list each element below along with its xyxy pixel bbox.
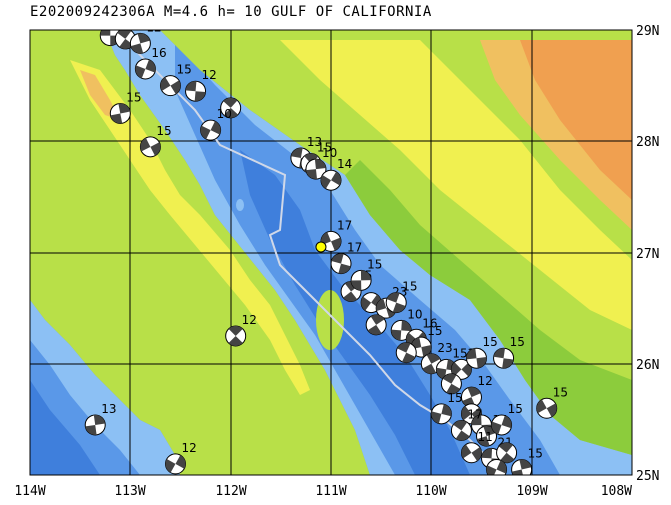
- beachball-icon: [511, 458, 533, 475]
- baja-highland: [80, 70, 120, 120]
- event-depth-label: 15: [528, 446, 543, 460]
- mexico-lowland: [345, 160, 632, 455]
- event-depth-label: 15: [447, 391, 462, 405]
- island-tiburon: [316, 290, 344, 350]
- beachball-icon: [320, 169, 342, 191]
- beachball-icon: [225, 325, 247, 347]
- event-depth-label: 15: [482, 335, 497, 349]
- map-frame: [29, 29, 633, 476]
- beachball-icon: [164, 453, 186, 475]
- beachball-icon: [385, 292, 407, 314]
- beachball-icon: [496, 442, 518, 464]
- event-depth-label: 23: [437, 341, 452, 355]
- lat-label: 29N: [636, 24, 659, 39]
- beachball-icon: [365, 314, 387, 336]
- beachball-icon: [220, 97, 242, 119]
- event-depth-label: 13: [307, 135, 322, 149]
- event-depth-label: 15: [156, 124, 171, 138]
- beachball-icon: [84, 414, 106, 436]
- epicenter-marker: [315, 241, 327, 253]
- event-depth-label: 16: [422, 316, 437, 330]
- event-depth-label: 10: [322, 146, 337, 160]
- events-layer: 1516121615121510151315101417171515231510…: [84, 13, 568, 475]
- event-depth-label: 15: [116, 13, 131, 27]
- event-depth-label: 15: [402, 280, 417, 294]
- lon-label: 110W: [415, 484, 446, 499]
- beachball-icon: [493, 347, 515, 369]
- event-depth-label: 12: [146, 20, 161, 34]
- beachball-icon: [536, 397, 558, 419]
- event-depth-label: 15: [427, 324, 442, 338]
- event-depth-label: 17: [337, 218, 352, 232]
- lat-label: 27N: [636, 247, 659, 262]
- event-depth-label: 12: [202, 68, 217, 82]
- event-depth-label: 12: [242, 313, 257, 327]
- beachball-icon: [129, 32, 151, 54]
- lon-label: 108W: [601, 484, 632, 499]
- beachball-icon: [330, 253, 352, 275]
- event-depth-label: 15: [176, 63, 191, 77]
- lon-label: 109W: [516, 484, 547, 499]
- event-depth-label: 15: [126, 90, 141, 104]
- beachball-icon: [134, 58, 156, 80]
- beachball-icon: [350, 269, 372, 291]
- event-depth-label: 15: [553, 385, 568, 399]
- event-depth-label: 17: [467, 408, 482, 422]
- beachball-icon: [109, 102, 131, 124]
- beachball-icon: [390, 319, 412, 341]
- event-depth-label: 15: [367, 257, 382, 271]
- pacific-shelf: [30, 300, 180, 475]
- event-depth-label: 17: [347, 241, 362, 255]
- beachball-icon: [450, 358, 472, 380]
- lon-label: 111W: [315, 484, 346, 499]
- event-depth-label: 12: [477, 374, 492, 388]
- lat-label: 25N: [636, 469, 659, 484]
- event-depth-label: 10: [217, 107, 232, 121]
- island-small: [236, 199, 244, 211]
- event-depth-label: 15: [510, 335, 525, 349]
- lat-label: 28N: [636, 135, 659, 150]
- event-depth-label: 16: [151, 46, 166, 60]
- beachball-icon: [440, 373, 462, 395]
- event-depth-label: 15: [508, 402, 523, 416]
- beachball-icon: [486, 458, 508, 475]
- beachball-icon: [139, 136, 161, 158]
- beachball-icon: [491, 414, 513, 436]
- event-depth-label: 15: [317, 141, 332, 155]
- mexico-mountain: [520, 40, 632, 200]
- beachball-icon: [460, 386, 482, 408]
- event-depth-label: 15: [452, 346, 467, 360]
- pacific-deep: [30, 380, 100, 475]
- longitude-labels: 114W 113W 112W 111W 110W 109W 108W: [14, 484, 632, 499]
- beachball-icon: [450, 420, 472, 441]
- beachball-icon: [200, 119, 222, 141]
- event-depth-label: 11: [477, 430, 492, 444]
- event-depth-label: 16: [131, 16, 146, 30]
- lat-label: 26N: [636, 358, 659, 373]
- beachball-icon: [430, 403, 452, 425]
- event-depth-label: 10: [407, 307, 422, 321]
- gulf-trough: [240, 150, 470, 475]
- lon-label: 112W: [215, 484, 246, 499]
- mexico-upland: [280, 40, 632, 330]
- lon-label: 113W: [114, 484, 145, 499]
- latitude-labels: 29N 28N 27N 26N 25N: [636, 24, 659, 484]
- beachball-icon: [465, 347, 487, 369]
- beachball-icon: [460, 442, 482, 464]
- beachball-icon: [159, 75, 181, 97]
- map-area: 1516121615121510151315101417171515231510…: [30, 13, 632, 475]
- beachball-icon: [185, 80, 207, 102]
- event-depth-label: 13: [101, 402, 116, 416]
- lon-label: 114W: [14, 484, 45, 499]
- beachball-icon: [305, 158, 327, 180]
- beachball-icon: [395, 342, 417, 364]
- map-title: E202009242306A M=4.6 h= 10 GULF OF CALIF…: [30, 4, 432, 20]
- event-depth-label: 12: [181, 441, 196, 455]
- event-depth-label: 14: [337, 157, 352, 171]
